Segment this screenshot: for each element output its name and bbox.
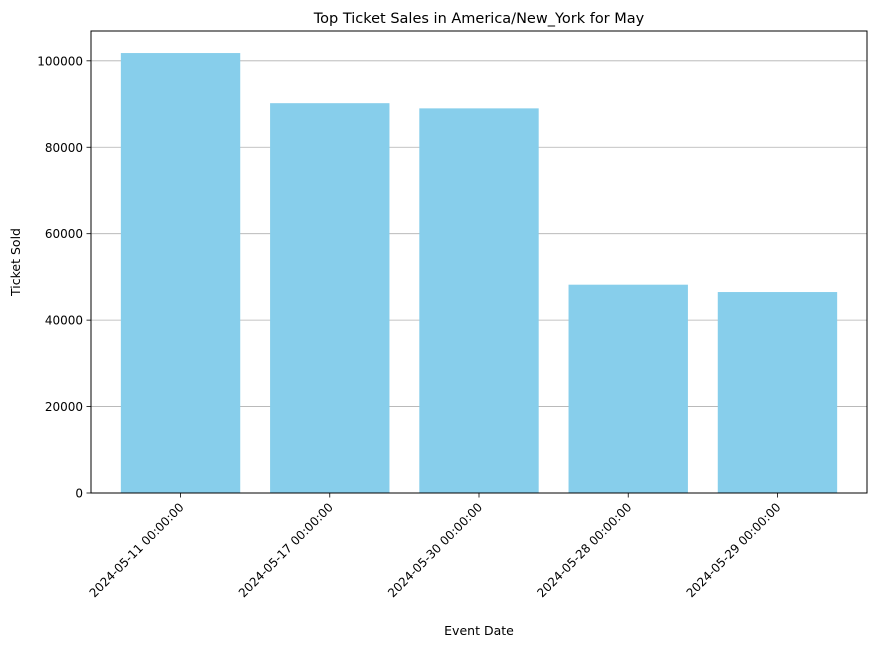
x-axis-label: Event Date xyxy=(444,623,514,638)
y-tick-label: 60000 xyxy=(45,227,83,241)
x-tick-label: 2024-05-30 00:00:00 xyxy=(385,500,485,600)
y-tick-label: 80000 xyxy=(45,141,83,155)
x-tick-label: 2024-05-28 00:00:00 xyxy=(534,500,634,600)
bars xyxy=(120,53,838,493)
x-tick-label: 2024-05-11 00:00:00 xyxy=(87,500,187,600)
y-axis-ticks: 0 20000 40000 60000 80000 100000 xyxy=(37,54,91,501)
y-tick-label: 40000 xyxy=(45,314,83,328)
bar xyxy=(120,53,241,493)
y-tick-label: 100000 xyxy=(37,54,83,68)
bar xyxy=(717,292,838,493)
bar xyxy=(419,108,539,493)
x-tick-label: 2024-05-29 00:00:00 xyxy=(684,500,784,600)
x-tick-label: 2024-05-17 00:00:00 xyxy=(236,500,336,600)
x-axis-ticks: 2024-05-11 00:00:00 2024-05-17 00:00:00 20… xyxy=(87,493,784,600)
chart-title: Top Ticket Sales in America/New_York for… xyxy=(313,11,645,27)
bar xyxy=(270,103,390,493)
y-axis-label: Ticket Sold xyxy=(8,228,23,297)
y-tick-label: 20000 xyxy=(45,400,83,414)
y-tick-label: 0 xyxy=(75,487,83,501)
bar xyxy=(568,284,688,493)
